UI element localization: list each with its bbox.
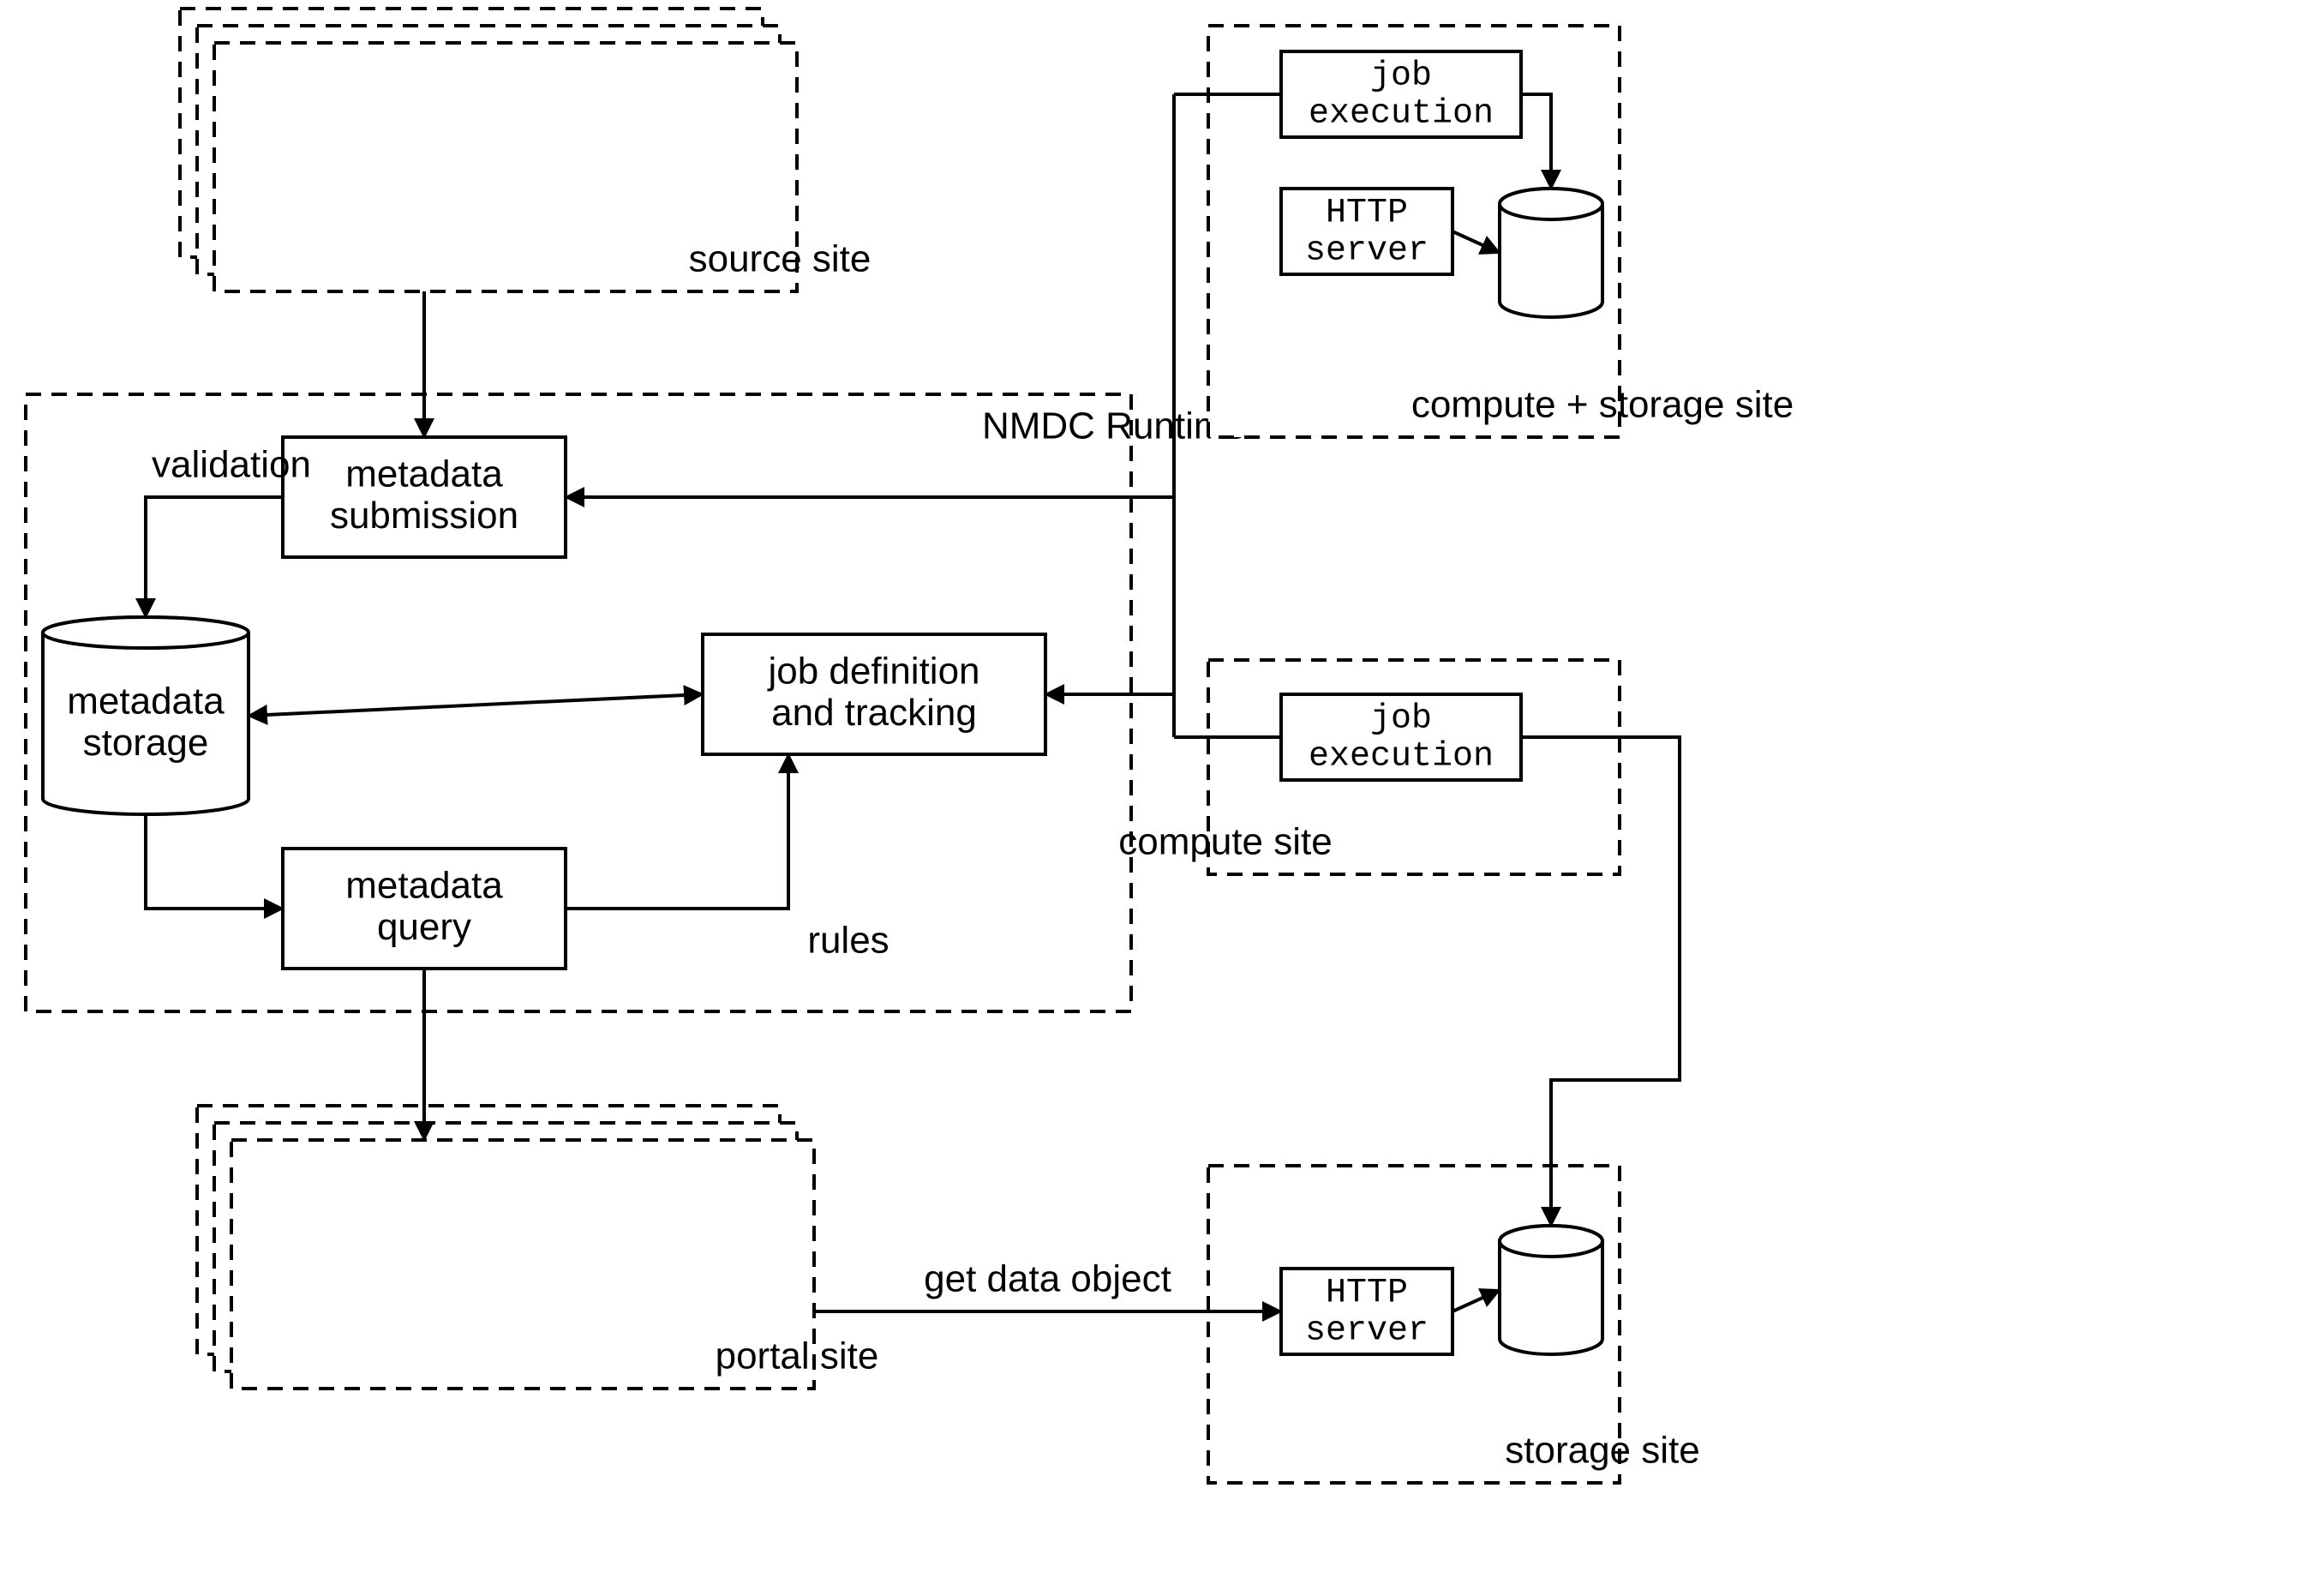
- svg-text:NMDC Runtime: NMDC Runtime: [982, 405, 1246, 447]
- svg-text:execution: execution: [1309, 95, 1494, 134]
- svg-text:server: server: [1305, 1312, 1429, 1351]
- svg-text:server: server: [1305, 232, 1429, 271]
- svg-text:metadata: metadata: [345, 453, 503, 495]
- svg-text:compute site: compute site: [1118, 821, 1332, 863]
- svg-text:storage: storage: [83, 722, 209, 764]
- svg-text:metadata: metadata: [345, 864, 503, 906]
- svg-text:execution: execution: [1309, 738, 1494, 777]
- svg-text:and tracking: and tracking: [771, 692, 977, 734]
- svg-text:metadata: metadata: [67, 680, 225, 722]
- svg-text:rules: rules: [807, 920, 889, 962]
- svg-text:get data object: get data object: [924, 1258, 1171, 1300]
- svg-text:portal site: portal site: [716, 1335, 879, 1377]
- svg-text:storage site: storage site: [1505, 1430, 1699, 1472]
- svg-text:job: job: [1370, 57, 1432, 96]
- svg-text:HTTP: HTTP: [1326, 1275, 1408, 1313]
- svg-text:HTTP: HTTP: [1326, 195, 1408, 233]
- svg-text:submission: submission: [330, 495, 518, 537]
- svg-text:query: query: [377, 906, 471, 948]
- svg-text:source site: source site: [689, 238, 872, 280]
- architecture-diagram: source site NMDC Runtime compute + storage…: [0, 0, 2324, 1596]
- svg-text:job: job: [1370, 700, 1432, 739]
- svg-text:job definition: job definition: [766, 650, 979, 692]
- svg-text:compute + storage site: compute + storage site: [1411, 384, 1794, 426]
- svg-text:validation: validation: [152, 444, 311, 486]
